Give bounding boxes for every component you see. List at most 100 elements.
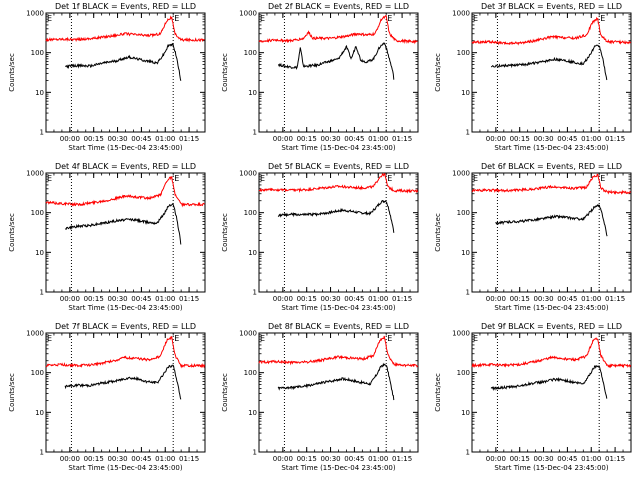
x-axis-label: Start Time (15-Dec-04 23:45:00): [494, 304, 608, 312]
x-tick-label: 01:15: [392, 295, 412, 303]
y-tick-label: 10: [461, 249, 470, 257]
y-tick-label: 1: [40, 449, 44, 457]
event-marker: E: [260, 334, 265, 343]
x-tick-label: 00:30: [107, 135, 127, 143]
x-axis-label: Start Time (15-Dec-04 23:45:00): [281, 464, 395, 472]
x-tick-label: 01:00: [581, 455, 601, 463]
lld-series-line: [45, 335, 206, 369]
x-tick-label: 01:00: [155, 135, 175, 143]
event-marker: E: [473, 14, 478, 23]
plot-frame: [258, 12, 419, 133]
events-series-line: [277, 200, 395, 233]
chart-title: Det 3f BLACK = Events, RED = LLD: [481, 2, 622, 11]
event-marker: E: [473, 174, 478, 183]
x-tick-label: 00:30: [533, 455, 553, 463]
detector-panel: Det 7f BLACK = Events, RED = LLD 1 10 100 10…: [0, 320, 213, 480]
y-tick-label: 100: [244, 209, 257, 217]
x-tick-label: 01:15: [179, 135, 199, 143]
event-marker: E: [473, 334, 478, 343]
x-tick-label: 00:30: [107, 295, 127, 303]
y-tick-label: 1: [40, 129, 44, 137]
lld-series-line: [45, 15, 205, 43]
x-tick-label: 00:15: [510, 455, 530, 463]
y-tick-label: 10: [248, 89, 257, 97]
y-axis-label: Counts/sec: [221, 53, 229, 92]
y-tick-label: 1: [253, 289, 257, 297]
event-marker: E: [600, 334, 605, 343]
detector-panel: Det 2f BLACK = Events, RED = LLD 1 10 100 10…: [213, 0, 426, 160]
x-tick-label: 01:15: [605, 295, 625, 303]
event-marker: E: [174, 14, 179, 23]
events-series-line: [64, 203, 182, 245]
x-tick-label: 00:00: [486, 295, 506, 303]
detector-chart: Det 8f BLACK = Events, RED = LLD 1 10 100 10…: [221, 322, 419, 472]
lld-series-line: [471, 16, 632, 46]
detector-panel: Det 4f BLACK = Events, RED = LLD 1 10 100 10…: [0, 160, 213, 320]
x-tick-label: 01:00: [368, 455, 388, 463]
y-tick-label: 100: [457, 369, 470, 377]
lld-series-line: [258, 172, 419, 194]
x-tick-label: 00:45: [557, 455, 577, 463]
x-tick-label: 00:15: [510, 135, 530, 143]
event-marker: E: [47, 14, 52, 23]
x-tick-label: 00:45: [131, 455, 151, 463]
event-marker: E: [174, 174, 179, 183]
x-axis-label: Start Time (15-Dec-04 23:45:00): [68, 304, 182, 312]
x-tick-label: 00:30: [533, 135, 553, 143]
x-tick-label: 00:30: [320, 295, 340, 303]
x-axis-label: Start Time (15-Dec-04 23:45:00): [494, 464, 608, 472]
event-marker: E: [387, 14, 392, 23]
y-tick-label: 10: [248, 409, 257, 417]
event-marker: E: [47, 334, 52, 343]
x-tick-label: 01:15: [605, 455, 625, 463]
y-tick-label: 10: [461, 409, 470, 417]
events-series-line: [65, 42, 182, 81]
x-tick-label: 01:15: [392, 455, 412, 463]
y-tick-label: 1: [40, 289, 44, 297]
x-tick-label: 00:45: [131, 135, 151, 143]
y-axis-label: Counts/sec: [434, 373, 442, 412]
x-tick-label: 00:15: [84, 135, 104, 143]
x-tick-label: 00:45: [344, 455, 364, 463]
x-tick-label: 00:00: [273, 455, 293, 463]
chart-title: Det 2f BLACK = Events, RED = LLD: [268, 2, 409, 11]
event-marker: E: [600, 174, 605, 183]
chart-title: Det 4f BLACK = Events, RED = LLD: [55, 162, 196, 171]
event-marker: E: [260, 174, 265, 183]
x-tick-label: 00:45: [344, 295, 364, 303]
detector-chart: Det 4f BLACK = Events, RED = LLD 1 10 100 10…: [8, 162, 206, 312]
chart-title: Det 6f BLACK = Events, RED = LLD: [481, 162, 622, 171]
y-tick-label: 100: [244, 369, 257, 377]
y-tick-label: 100: [31, 369, 44, 377]
events-series-line: [490, 44, 608, 81]
detector-chart: Det 6f BLACK = Events, RED = LLD 1 10 100 10…: [434, 162, 632, 312]
chart-title: Det 8f BLACK = Events, RED = LLD: [268, 322, 409, 331]
y-tick-label: 1000: [26, 330, 44, 338]
event-marker: E: [387, 174, 392, 183]
x-tick-label: 00:45: [131, 295, 151, 303]
x-tick-label: 00:00: [486, 135, 506, 143]
y-tick-label: 1: [466, 449, 470, 457]
x-tick-label: 00:15: [297, 295, 317, 303]
plot-frame: [45, 172, 206, 293]
y-tick-label: 10: [35, 249, 44, 257]
x-tick-label: 00:30: [320, 135, 340, 143]
chart-title: Det 1f BLACK = Events, RED = LLD: [55, 2, 196, 11]
x-axis-label: Start Time (15-Dec-04 23:45:00): [281, 144, 395, 152]
event-marker: E: [47, 174, 52, 183]
detector-chart: Det 2f BLACK = Events, RED = LLD 1 10 100 10…: [221, 2, 419, 152]
x-tick-label: 01:00: [368, 135, 388, 143]
y-tick-label: 10: [461, 89, 470, 97]
y-tick-label: 10: [35, 409, 44, 417]
plot-frame: [45, 332, 206, 453]
detector-panel: Det 1f BLACK = Events, RED = LLD 1 10 100 10…: [0, 0, 213, 160]
x-tick-label: 00:00: [60, 455, 80, 463]
x-tick-label: 00:45: [557, 295, 577, 303]
x-axis-label: Start Time (15-Dec-04 23:45:00): [68, 144, 182, 152]
events-series-line: [277, 362, 395, 401]
x-tick-label: 01:15: [179, 455, 199, 463]
x-tick-label: 00:15: [84, 455, 104, 463]
x-tick-label: 01:00: [155, 455, 175, 463]
y-tick-label: 1000: [452, 330, 470, 338]
